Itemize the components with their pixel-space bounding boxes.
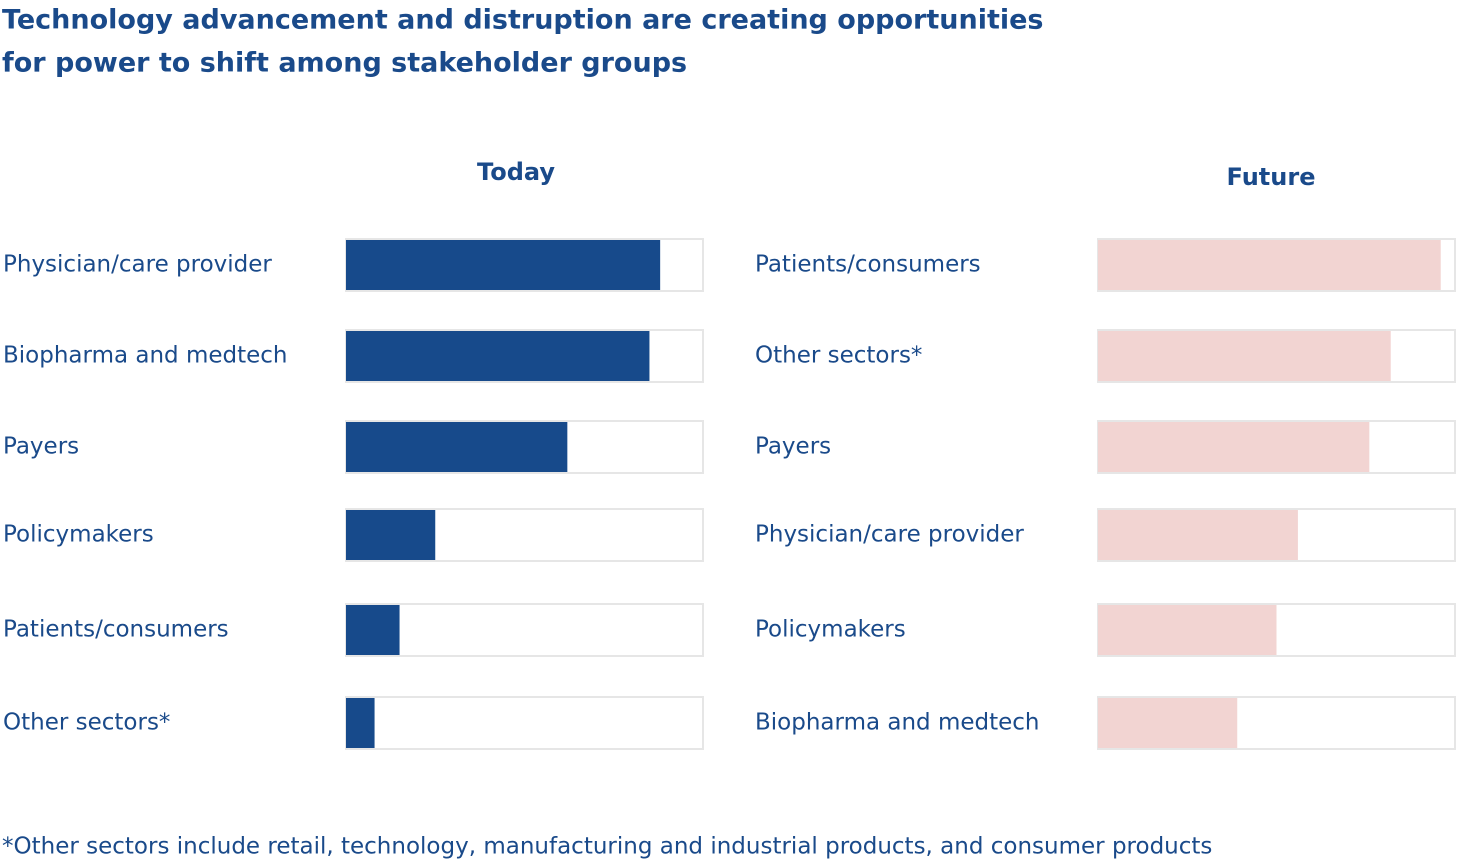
panel-title: Today <box>477 158 555 186</box>
bar-track <box>345 696 704 750</box>
category-label: Physician/care provider <box>755 522 1024 548</box>
category-label: Physician/care provider <box>3 252 272 278</box>
category-label: Biopharma and medtech <box>3 343 288 369</box>
category-label: Payers <box>755 434 831 460</box>
bar <box>1098 605 1277 655</box>
bar <box>1098 510 1298 560</box>
bar <box>1098 331 1391 381</box>
bar <box>1098 422 1370 472</box>
category-label: Policymakers <box>3 522 154 548</box>
title-line: Technology advancement and distruption a… <box>2 5 1044 36</box>
panel-title: Future <box>1227 163 1316 191</box>
bar <box>346 510 436 560</box>
category-label: Policymakers <box>755 617 906 643</box>
bar <box>346 605 400 655</box>
bar <box>1098 698 1238 748</box>
bar <box>1098 240 1441 290</box>
bar <box>346 240 661 290</box>
title-line: for power to shift among stakeholder gro… <box>2 48 687 79</box>
bar-track <box>345 603 704 657</box>
category-label: Payers <box>3 434 79 460</box>
category-label: Biopharma and medtech <box>755 710 1040 736</box>
category-label: Patients/consumers <box>755 252 981 278</box>
category-label: Patients/consumers <box>3 617 229 643</box>
bar <box>346 698 375 748</box>
footnote: *Other sectors include retail, technolog… <box>2 834 1212 860</box>
category-label: Other sectors* <box>3 710 170 736</box>
category-label: Other sectors* <box>755 343 922 369</box>
bar <box>346 331 650 381</box>
bar <box>346 422 568 472</box>
